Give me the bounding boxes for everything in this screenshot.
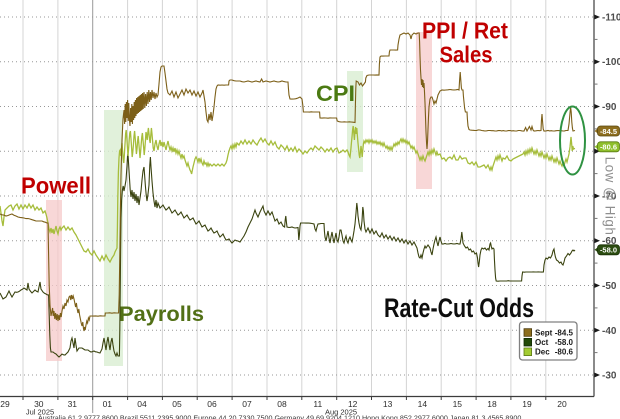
svg-text:-84.5: -84.5 [555,328,574,337]
svg-text:18: 18 [487,399,497,409]
svg-text:20: 20 [557,399,567,409]
svg-text:PPI / Ret: PPI / Ret [422,18,508,44]
svg-text:19: 19 [522,399,532,409]
svg-text:15: 15 [453,399,463,409]
svg-text:-84.5: -84.5 [600,127,617,136]
svg-text:Dec: Dec [535,348,550,357]
svg-text:Sales: Sales [440,42,493,68]
svg-text:11: 11 [313,399,322,409]
svg-text:-70: -70 [602,192,617,203]
svg-text:07: 07 [242,399,252,409]
svg-text:Low @ High: Low @ High [603,157,618,236]
svg-text:-58.0: -58.0 [600,246,617,255]
svg-text:-100: -100 [602,57,620,68]
svg-text:04: 04 [137,399,147,409]
svg-text:-50: -50 [602,281,617,292]
svg-text:14: 14 [418,399,428,409]
svg-text:Rate-Cut Odds: Rate-Cut Odds [384,293,534,323]
svg-text:12: 12 [348,399,358,409]
svg-text:06: 06 [207,399,217,409]
svg-text:Oct: Oct [535,338,549,347]
svg-text:-30: -30 [602,371,617,382]
svg-text:Jul 2025: Jul 2025 [26,408,54,417]
svg-text:29: 29 [0,399,10,409]
svg-text:Australia 61 2 9777 8600 Brazi: Australia 61 2 9777 8600 Brazil 5511 239… [38,414,521,419]
svg-text:13: 13 [383,399,393,409]
svg-text:08: 08 [277,399,287,409]
svg-text:Aug 2025: Aug 2025 [325,408,357,417]
svg-text:-110: -110 [602,13,620,24]
svg-text:-40: -40 [602,326,617,337]
svg-text:-58.0: -58.0 [555,338,574,347]
svg-text:Sept: Sept [535,328,553,337]
svg-text:CPI: CPI [316,81,355,106]
svg-text:01: 01 [103,399,113,409]
svg-text:Powell: Powell [21,173,91,199]
svg-text:Payrolls: Payrolls [119,303,204,326]
svg-text:30: 30 [34,399,44,409]
svg-text:-60: -60 [602,236,617,247]
svg-text:31: 31 [68,399,78,409]
svg-text:05: 05 [172,399,182,409]
svg-text:-90: -90 [602,102,617,113]
svg-text:-80.6: -80.6 [600,143,617,152]
svg-text:-80.6: -80.6 [555,348,574,357]
